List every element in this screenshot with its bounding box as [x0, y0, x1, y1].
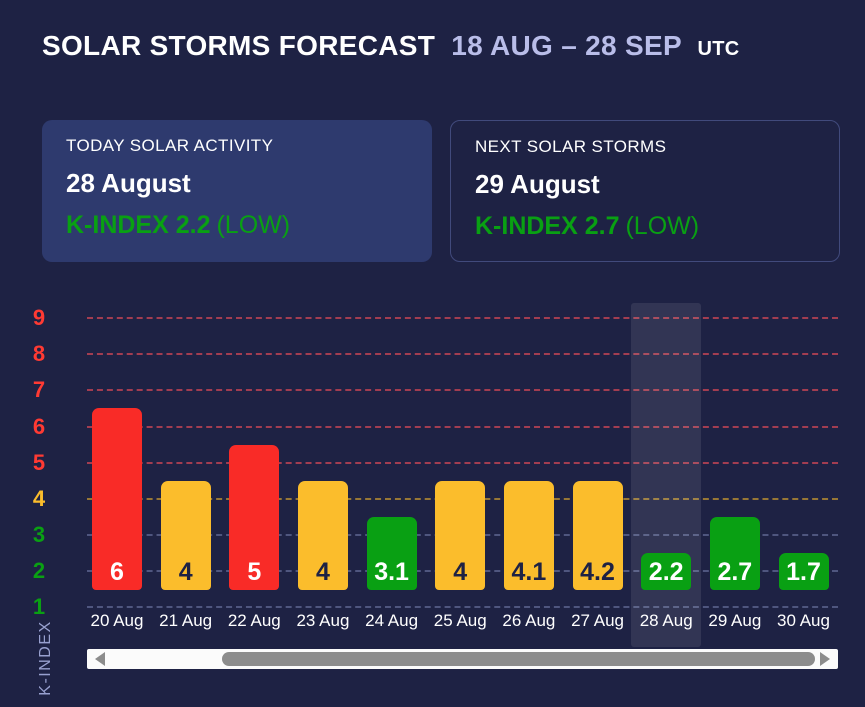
today-kindex-severity: (LOW): [216, 211, 291, 239]
today-card-date: 28 August: [66, 168, 191, 198]
y-tick-label-2: 2: [32, 557, 46, 583]
x-axis-label-27-aug: 27 Aug: [571, 611, 625, 630]
next-card-kindex: K-INDEX 2.7 (LOW): [475, 212, 815, 241]
bar-value-label: 2.7: [717, 558, 753, 586]
bar-value-label: 4: [453, 557, 468, 586]
bar-24-aug: 3.1: [366, 516, 417, 590]
bar-23-aug: 4: [297, 480, 348, 590]
x-axis-label-22-aug: 22 Aug: [227, 611, 281, 630]
bar-value-label: 4: [178, 557, 193, 586]
y-tick-label-7: 7: [32, 377, 46, 403]
gridline-7: [87, 389, 838, 392]
bar-30-aug: 1.7: [778, 552, 829, 590]
y-tick-label-3: 3: [32, 521, 46, 547]
bar-27-aug: 4.2: [572, 480, 623, 590]
page-title-main: SOLAR STORMS FORECAST: [42, 30, 436, 61]
next-card-label: NEXT SOLAR STORMS: [475, 137, 667, 156]
bar-value-label: 6: [110, 557, 124, 586]
x-axis-label-29-aug: 29 Aug: [708, 611, 762, 630]
today-column-highlight: [631, 303, 702, 647]
bar-20-aug: 6: [92, 408, 142, 590]
x-axis-label-28-aug: 28 Aug: [639, 611, 693, 630]
bar-value-label: 5: [247, 557, 262, 586]
bar-28-aug: 2.2: [641, 552, 692, 590]
y-tick-label-4: 4: [32, 485, 46, 511]
y-tick-label-1: 1: [32, 594, 46, 619]
gridline-8: [87, 353, 838, 356]
x-axis-label-21-aug: 21 Aug: [159, 611, 213, 630]
bar-26-aug: 4.1: [503, 480, 554, 590]
next-card-date: 29 August: [475, 169, 600, 199]
x-axis-label-30-aug: 30 Aug: [777, 611, 830, 630]
next-solar-storms-card: NEXT SOLAR STORMS 29 August K-INDEX 2.7(…: [450, 120, 840, 262]
page-title-date-range: 18 AUG – 28 SEP: [451, 30, 682, 61]
bar-value-label: 4: [315, 557, 330, 586]
gridline-1: [87, 606, 838, 608]
page-title-timezone: UTC: [697, 38, 740, 60]
y-tick-label-6: 6: [32, 413, 46, 439]
bar-value-label: 4.2: [580, 557, 615, 586]
bar-22-aug: 5: [229, 444, 280, 590]
today-card-kindex: K-INDEX 2.2 (LOW): [66, 211, 408, 240]
scroll-right-icon[interactable]: [820, 652, 830, 666]
bar-value-label: 1.7: [786, 557, 821, 586]
bar-value-label: 3.1: [374, 558, 409, 586]
bar-value-label: 4.1: [511, 557, 547, 586]
x-axis-label-20-aug: 20 Aug: [90, 611, 144, 630]
y-tick-label-8: 8: [32, 341, 46, 367]
y-tick-label-9: 9: [32, 305, 46, 331]
today-kindex-value: K-INDEX 2.2: [66, 211, 211, 239]
page-title: SOLAR STORMS FORECAST 18 AUG – 28 SEP UT…: [42, 30, 740, 62]
scroll-left-icon[interactable]: [95, 652, 105, 666]
y-axis-title: K-INDEX: [37, 620, 54, 696]
bar-21-aug: 4: [160, 480, 211, 590]
x-axis-label-24-aug: 24 Aug: [365, 611, 419, 630]
next-kindex-severity: (LOW): [625, 212, 700, 240]
today-solar-activity-card: TODAY SOLAR ACTIVITY 28 August K-INDEX 2…: [42, 120, 432, 262]
x-axis-label-23-aug: 23 Aug: [296, 611, 350, 630]
x-axis-label-25-aug: 25 Aug: [433, 611, 487, 630]
bar-value-label: 2.2: [648, 557, 684, 586]
today-card-label: TODAY SOLAR ACTIVITY: [66, 136, 274, 155]
next-kindex-value: K-INDEX 2.7: [475, 212, 620, 240]
scrollbar-thumb[interactable]: [222, 652, 815, 666]
horizontal-scrollbar[interactable]: [87, 649, 838, 669]
gridline-6: [87, 425, 838, 428]
x-axis-label-26-aug: 26 Aug: [502, 611, 556, 630]
bar-29-aug: 2.7: [709, 516, 760, 590]
gridline-9: [87, 317, 838, 320]
bar-25-aug: 4: [435, 480, 486, 590]
y-tick-label-5: 5: [32, 449, 46, 475]
gridline-5: [87, 461, 838, 464]
